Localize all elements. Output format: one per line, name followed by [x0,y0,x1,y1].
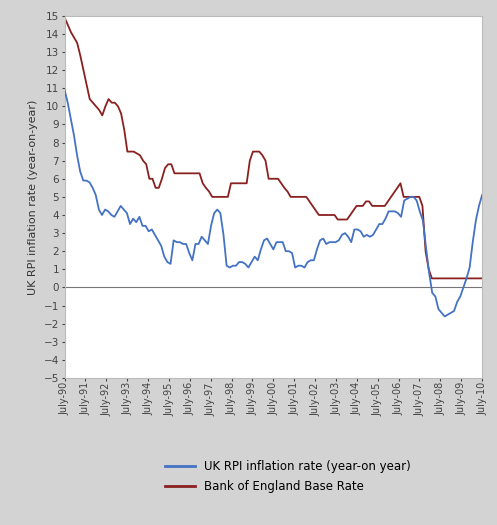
Y-axis label: UK RPI inflation rate (year-on-year): UK RPI inflation rate (year-on-year) [28,99,38,295]
Legend: UK RPI inflation rate (year-on year), Bank of England Base Rate: UK RPI inflation rate (year-on year), Ba… [161,456,416,498]
